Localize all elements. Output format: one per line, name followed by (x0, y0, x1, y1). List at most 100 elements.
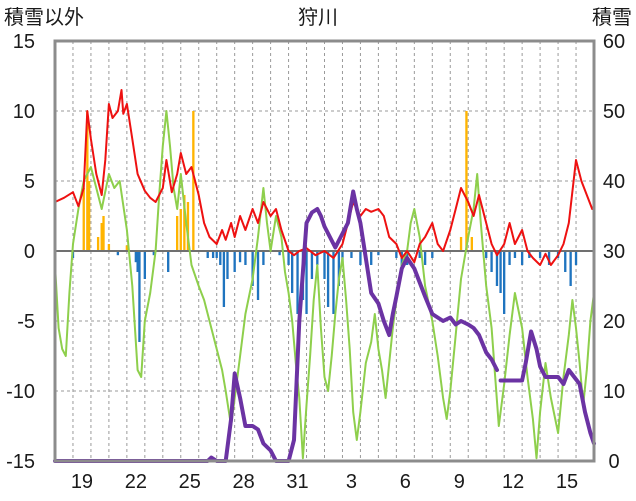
snow-depth-line (53, 189, 499, 463)
right-tick-label: 10 (603, 381, 625, 403)
negative-bar (219, 251, 222, 265)
x-tick-label: 6 (400, 471, 411, 493)
left-tick-label: 10 (13, 101, 35, 123)
negative-bar (502, 251, 506, 314)
x-tick-label: 22 (125, 471, 147, 493)
right-tick-label: 60 (603, 31, 625, 53)
negative-bar (143, 251, 147, 279)
right-tick-label: 50 (603, 101, 625, 123)
negative-bar (310, 251, 314, 279)
negative-bar (485, 251, 488, 258)
left-tick-label: 0 (24, 241, 35, 263)
right-tick-label: 20 (603, 311, 625, 333)
negative-bar (305, 251, 308, 314)
negative-bar (337, 251, 341, 286)
x-tick-label: 25 (179, 471, 201, 493)
negative-bar (400, 251, 403, 272)
negative-bar (547, 251, 551, 265)
negative-bar (332, 251, 335, 314)
left-tick-label: 15 (13, 31, 35, 53)
positive-bar (96, 237, 100, 251)
negative-bar (296, 251, 299, 314)
negative-bar (490, 251, 493, 272)
left-tick-label: -5 (17, 311, 35, 333)
left-tick-label: -10 (6, 381, 35, 403)
negative-bar (290, 251, 294, 293)
x-tick-label: 12 (502, 471, 524, 493)
right-axis-label: 積雪 (592, 6, 632, 29)
negative-bar (350, 251, 353, 258)
left-tick-label: -15 (6, 451, 35, 473)
x-axis: 19 22 25 28 31 3 6 9 12 15 (71, 471, 578, 493)
negative-bar (226, 251, 229, 279)
negative-bar (251, 251, 254, 286)
positive-bar (459, 237, 463, 251)
positive-bar (192, 111, 195, 251)
negative-bar (233, 251, 236, 272)
negative-bar (513, 251, 517, 258)
right-tick-label: 40 (603, 171, 625, 193)
negative-bar (395, 251, 398, 258)
negative-bar (316, 251, 319, 265)
positive-bar (465, 111, 468, 251)
snow-depth-line (498, 329, 596, 446)
x-tick-label: 19 (71, 471, 93, 493)
negative-bar (370, 251, 373, 265)
positive-bar (87, 181, 91, 251)
plot-frame (53, 39, 596, 463)
negative-bar (167, 251, 170, 272)
bar-series (71, 111, 578, 342)
negative-bar (211, 251, 215, 258)
negative-bar (278, 251, 281, 256)
right-tick-label: 0 (608, 451, 619, 473)
temp-min-line (54, 110, 595, 460)
negative-bar (323, 251, 326, 279)
negative-bar (418, 251, 421, 258)
left-tick-label: 5 (24, 171, 35, 193)
negative-bar (287, 251, 290, 265)
x-tick-label: 3 (346, 471, 357, 493)
right-y-axis: 60 50 40 30 20 10 0 (603, 31, 625, 473)
negative-bar (569, 251, 572, 286)
negative-bar (574, 251, 578, 265)
negative-bar (431, 251, 434, 258)
negative-bar (377, 251, 380, 256)
x-tick-label: 31 (286, 471, 308, 493)
x-tick-label: 15 (556, 471, 578, 493)
right-tick-label: 30 (603, 241, 625, 263)
positive-bar (176, 216, 179, 251)
positive-bar (102, 216, 105, 251)
positive-bar (107, 244, 111, 251)
temp-max-line (54, 89, 594, 266)
positive-bar (470, 237, 473, 251)
line-series (53, 89, 596, 463)
positive-bar (86, 111, 89, 251)
negative-bar (564, 251, 567, 272)
positive-bar (100, 223, 103, 251)
positive-bar (183, 195, 186, 251)
negative-bar (238, 251, 242, 263)
left-axis-label: 積雪以外 (4, 6, 84, 29)
negative-bar (538, 251, 542, 258)
negative-bar (134, 251, 138, 263)
positive-bar (125, 245, 129, 251)
negative-bar (495, 251, 499, 286)
negative-bar (116, 251, 120, 256)
negative-bar (244, 251, 247, 265)
negative-bar (138, 251, 141, 342)
negative-bar (499, 251, 502, 293)
negative-bar (136, 251, 139, 272)
negative-bar (222, 251, 226, 307)
negative-bar (520, 251, 524, 265)
x-tick-label: 28 (233, 471, 255, 493)
negative-bar (423, 251, 427, 265)
chart-title: 狩川 (298, 6, 338, 29)
negative-bar (508, 251, 511, 265)
negative-bar (152, 251, 155, 256)
negative-bar (206, 251, 209, 258)
positive-bar (186, 202, 190, 251)
negative-bar (215, 251, 218, 258)
negative-bar (359, 251, 362, 265)
negative-bar (326, 251, 330, 307)
